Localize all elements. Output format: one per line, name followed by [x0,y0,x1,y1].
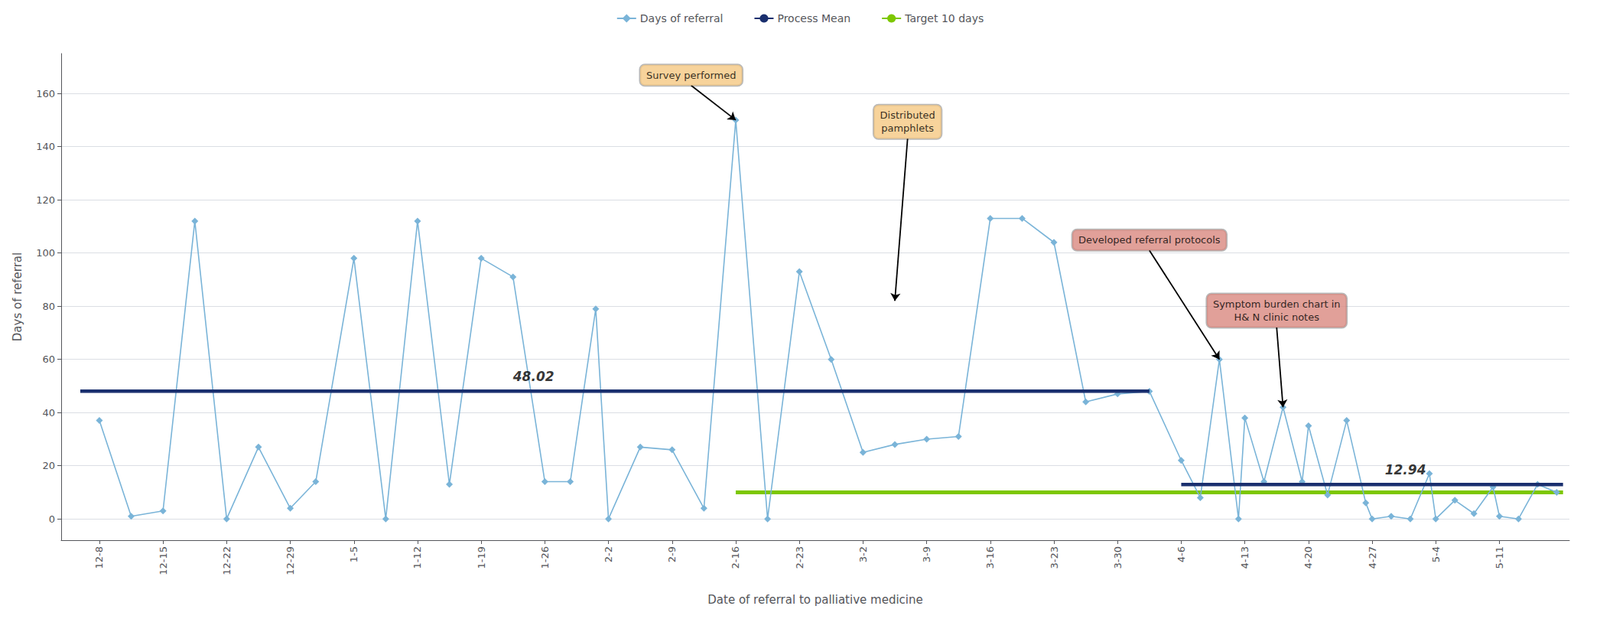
svg-text:3-23: 3-23 [1048,546,1061,570]
svg-text:2-2: 2-2 [602,546,615,563]
svg-text:1-5: 1-5 [347,546,360,563]
svg-text:Process Mean: Process Mean [777,12,851,25]
svg-text:12-22: 12-22 [221,546,233,576]
svg-text:Days of referral: Days of referral [10,252,25,342]
svg-text:3-2: 3-2 [857,546,869,563]
svg-text:2-9: 2-9 [666,546,678,563]
svg-text:120: 120 [35,194,56,206]
svg-text:1-19: 1-19 [475,546,488,570]
svg-text:40: 40 [42,406,56,419]
svg-text:140: 140 [35,140,56,153]
svg-text:100: 100 [35,247,56,259]
svg-text:12-29: 12-29 [284,546,296,576]
svg-text:12-15: 12-15 [157,546,170,576]
svg-text:5-4: 5-4 [1430,546,1442,563]
svg-text:80: 80 [42,300,56,313]
svg-text:4-20: 4-20 [1302,546,1314,570]
svg-text:0: 0 [48,513,56,525]
svg-text:4-6: 4-6 [1175,546,1187,563]
svg-text:Symptom burden chart in: Symptom burden chart in [1213,298,1341,310]
svg-text:Target 10 days: Target 10 days [904,12,984,25]
svg-text:3-16: 3-16 [984,546,996,570]
svg-text:Developed referral protocols: Developed referral protocols [1078,234,1221,246]
svg-text:Days of referral: Days of referral [640,12,724,25]
svg-text:12-8: 12-8 [93,546,105,570]
svg-text:Survey performed: Survey performed [646,69,737,82]
svg-text:4-13: 4-13 [1239,546,1251,570]
svg-text:pamphlets: pamphlets [881,122,934,134]
svg-text:Date of referral to palliative: Date of referral to palliative medicine [707,592,923,607]
svg-text:60: 60 [42,353,56,365]
svg-text:20: 20 [42,459,56,472]
svg-text:3-9: 3-9 [920,546,933,563]
svg-text:3-30: 3-30 [1112,546,1124,570]
svg-text:4-27: 4-27 [1366,546,1379,570]
svg-text:160: 160 [35,87,56,100]
svg-text:H& N clinic notes: H& N clinic notes [1234,311,1321,323]
svg-text:5-11: 5-11 [1493,546,1506,570]
svg-text:1-26: 1-26 [539,546,551,570]
svg-text:Distributed: Distributed [880,109,936,121]
svg-text:2-16: 2-16 [729,546,742,570]
svg-text:1-12: 1-12 [411,546,423,570]
svg-text:12.94: 12.94 [1385,461,1427,478]
svg-text:48.02: 48.02 [512,368,555,384]
svg-text:2-23: 2-23 [793,546,806,570]
